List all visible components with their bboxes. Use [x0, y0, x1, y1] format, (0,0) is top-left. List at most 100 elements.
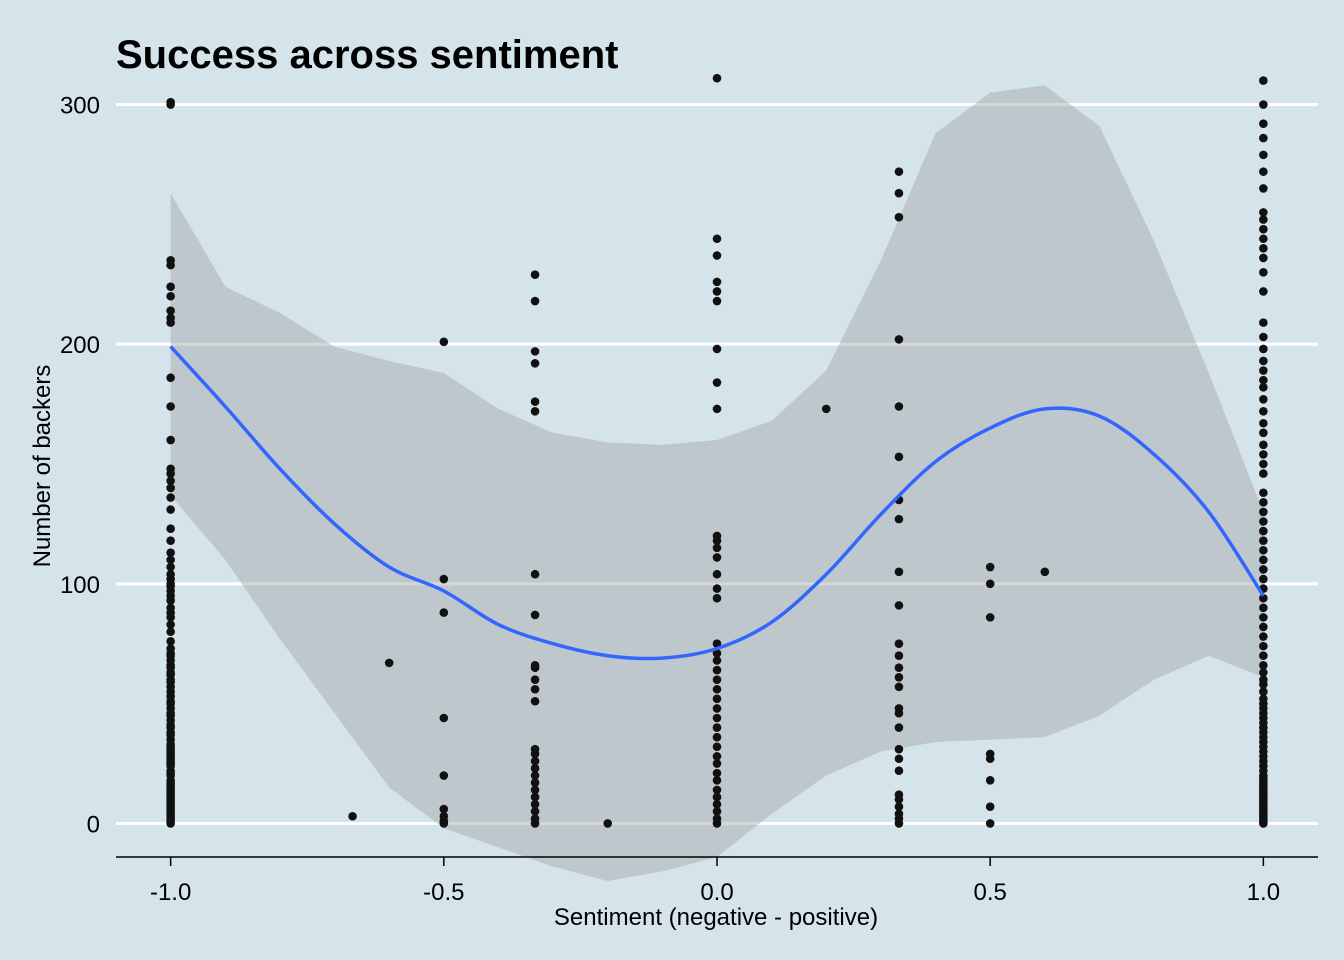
data-point — [1259, 318, 1268, 327]
data-point — [1259, 651, 1268, 661]
data-point — [530, 347, 540, 356]
y-tick-label: 300 — [60, 93, 100, 120]
y-tick-label: 100 — [60, 572, 100, 599]
data-point — [985, 579, 995, 589]
data-point — [166, 536, 175, 545]
data-point — [1259, 440, 1268, 450]
data-point — [1259, 687, 1268, 696]
x-tick-label: 0.5 — [973, 879, 1006, 906]
data-point — [821, 404, 831, 414]
data-point — [712, 344, 722, 354]
data-point — [712, 713, 722, 723]
data-point — [894, 744, 904, 754]
data-point — [1259, 150, 1268, 160]
data-point — [894, 790, 904, 799]
data-point — [439, 574, 449, 584]
data-point — [894, 188, 904, 198]
data-point — [1259, 574, 1268, 584]
data-point — [439, 771, 449, 780]
data-point — [530, 785, 540, 795]
data-point — [894, 514, 904, 524]
data-point — [985, 562, 995, 572]
data-point — [1259, 244, 1268, 253]
data-point — [1259, 356, 1268, 366]
data-point — [712, 404, 722, 414]
data-point — [1259, 603, 1268, 613]
data-point — [712, 675, 722, 684]
data-point — [530, 675, 540, 684]
data-point — [894, 402, 904, 411]
x-tick-label: -0.5 — [423, 879, 464, 906]
data-point — [712, 752, 722, 761]
data-point — [530, 359, 540, 368]
data-point — [1259, 253, 1268, 263]
data-point — [1040, 567, 1050, 577]
data-point — [166, 402, 175, 411]
data-point — [166, 483, 175, 493]
data-point — [712, 251, 722, 260]
data-point — [439, 713, 449, 723]
data-point — [530, 756, 540, 766]
data-point — [1259, 366, 1268, 375]
data-point — [439, 337, 449, 347]
data-point — [712, 287, 722, 296]
data-point — [1259, 208, 1268, 217]
data-point — [1259, 332, 1268, 342]
data-point — [894, 452, 904, 462]
data-point — [894, 335, 904, 344]
data-point — [1259, 469, 1268, 478]
data-point — [985, 776, 995, 785]
data-point — [166, 282, 175, 291]
data-point — [894, 212, 904, 222]
data-point — [1259, 526, 1268, 536]
data-point — [1259, 536, 1268, 545]
data-point — [1259, 545, 1268, 555]
data-point — [1259, 668, 1268, 677]
data-point — [1259, 287, 1268, 296]
data-point — [530, 778, 540, 788]
data-point — [712, 684, 722, 694]
data-point — [166, 620, 175, 629]
data-point — [166, 524, 175, 534]
data-point — [1259, 418, 1268, 428]
data-point — [712, 759, 722, 768]
data-point — [894, 672, 904, 682]
x-axis-label: Sentiment (negative - positive) — [554, 904, 878, 931]
y-axis-label: Number of backers — [29, 365, 56, 568]
y-tick-label: 200 — [60, 332, 100, 359]
data-point — [1259, 498, 1268, 507]
data-point — [439, 811, 449, 821]
x-tick-label: 0.0 — [700, 879, 733, 906]
data-point — [712, 553, 722, 562]
data-point — [530, 696, 540, 706]
data-point — [1259, 215, 1268, 224]
data-point — [1259, 406, 1268, 416]
data-point — [1259, 167, 1268, 176]
data-point — [712, 742, 722, 752]
data-point — [1259, 428, 1268, 438]
y-tick-label: 0 — [87, 811, 100, 838]
data-point — [1259, 224, 1268, 234]
data-point — [712, 656, 722, 665]
data-point — [712, 792, 722, 802]
data-point — [530, 660, 540, 670]
data-point — [1259, 459, 1268, 469]
data-point — [530, 807, 540, 816]
data-point — [712, 277, 722, 287]
data-point — [712, 73, 722, 83]
data-point — [1259, 613, 1268, 622]
data-point — [712, 543, 722, 553]
data-point — [1259, 450, 1268, 459]
data-point — [894, 766, 904, 776]
data-point — [985, 749, 995, 759]
data-point — [985, 819, 995, 828]
data-point — [166, 548, 175, 557]
data-point — [712, 785, 722, 795]
data-point — [166, 291, 175, 301]
data-point — [1259, 119, 1268, 129]
smooth-fit-layer — [169, 345, 1265, 661]
data-point — [530, 397, 540, 406]
data-point — [712, 665, 722, 675]
